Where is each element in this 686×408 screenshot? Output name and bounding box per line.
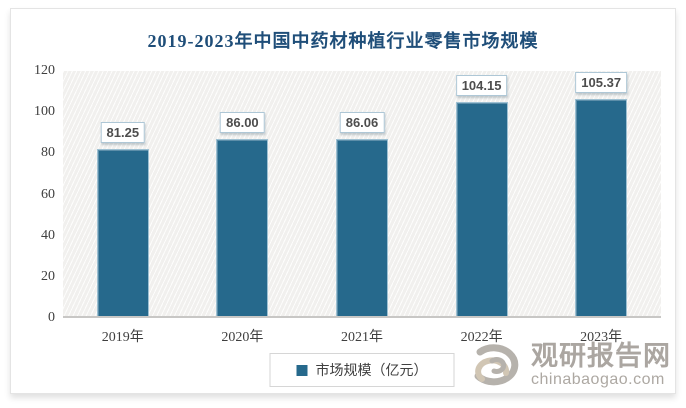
x-axis-label: 2023年	[580, 330, 623, 345]
y-axis-tick-label: 0	[48, 310, 55, 325]
bar-value-label: 86.06	[339, 112, 385, 133]
bar-value-label: 105.37	[575, 72, 628, 93]
bar	[96, 149, 149, 316]
watermark-domain: chinabaogao.com	[531, 371, 665, 388]
y-axis-tick-label: 40	[41, 227, 55, 243]
bar-value-label: 81.25	[100, 122, 146, 143]
chart-card: 2019-2023年中国中药材种植行业零售市场规模 0 20 40 60 80 100 12…	[10, 8, 676, 394]
x-axis-label: 2019年	[101, 330, 144, 345]
chart-title: 2019-2023年中国中药材种植行业零售市场规模	[147, 31, 539, 51]
bar-slot: 86.00 2020年	[183, 71, 303, 345]
watermark: 观研报告网 chinabaogao.com	[466, 339, 671, 391]
bar-series: 81.25 2019年 86.00 2020年 86.06 2021年 104.15 2022…	[63, 71, 661, 345]
legend: 市场规模（亿元）	[269, 353, 455, 387]
y-axis-tick-label: 100	[34, 104, 55, 120]
y-axis-tick-label: 120	[34, 63, 55, 78]
watermark-text: 观研报告网 chinabaogao.com	[531, 341, 671, 389]
chinabaogao-logo-icon	[474, 344, 519, 386]
bar	[216, 139, 269, 316]
bar-slot: 104.15 2022年	[422, 71, 542, 345]
legend-label: 市场规模（亿元）	[315, 362, 428, 378]
bar	[455, 102, 508, 316]
x-axis-label: 2021年	[340, 330, 383, 345]
bar-slot: 105.37 2023年	[541, 71, 661, 345]
bar	[575, 99, 628, 316]
bar-value-label: 104.15	[455, 75, 508, 96]
x-axis-label: 2022年	[460, 330, 503, 345]
y-axis-tick-label: 80	[41, 145, 55, 161]
bar-value-label: 86.00	[220, 112, 265, 133]
plot-area: 81.25 2019年 86.00 2020年 86.06 2021年 104.15 2022…	[63, 71, 661, 345]
legend-swatch-icon	[296, 364, 308, 376]
y-axis: 0 20 40 60 80 100 120	[11, 63, 55, 325]
bar-slot: 81.25 2019年	[63, 71, 183, 345]
y-axis-tick-label: 20	[41, 268, 55, 284]
y-axis-tick-label: 60	[41, 186, 55, 202]
x-axis-label: 2020年	[221, 330, 264, 345]
bar	[335, 139, 388, 316]
bar-slot: 86.06 2021年	[302, 71, 422, 345]
